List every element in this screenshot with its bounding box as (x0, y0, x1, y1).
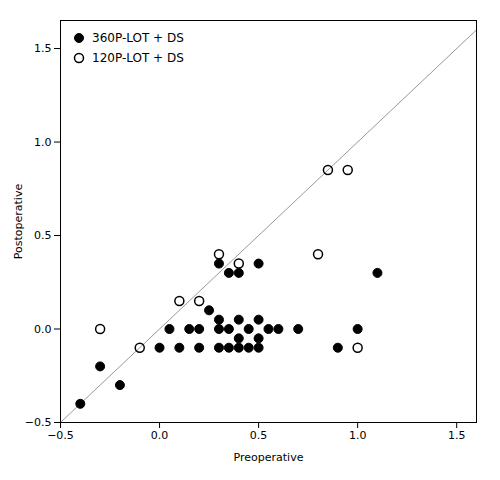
svg-text:0.5: 0.5 (250, 429, 268, 442)
svg-text:Postoperative: Postoperative (12, 184, 25, 260)
svg-text:0.0: 0.0 (151, 429, 169, 442)
svg-text:−0.5: −0.5 (25, 416, 52, 429)
svg-text:−0.5: −0.5 (47, 429, 74, 442)
svg-text:1.0: 1.0 (349, 429, 367, 442)
svg-text:0.5: 0.5 (34, 229, 52, 242)
svg-text:Preoperative: Preoperative (234, 451, 304, 464)
svg-text:1.5: 1.5 (34, 42, 52, 55)
svg-text:1.0: 1.0 (34, 136, 52, 149)
html-text:360P-LOT + DS: 360P-LOT + DS (92, 31, 184, 45)
html-text:120P-LOT + DS: 120P-LOT + DS (92, 51, 184, 65)
svg-text:0.0: 0.0 (34, 323, 52, 336)
svg-text:1.5: 1.5 (448, 429, 466, 442)
